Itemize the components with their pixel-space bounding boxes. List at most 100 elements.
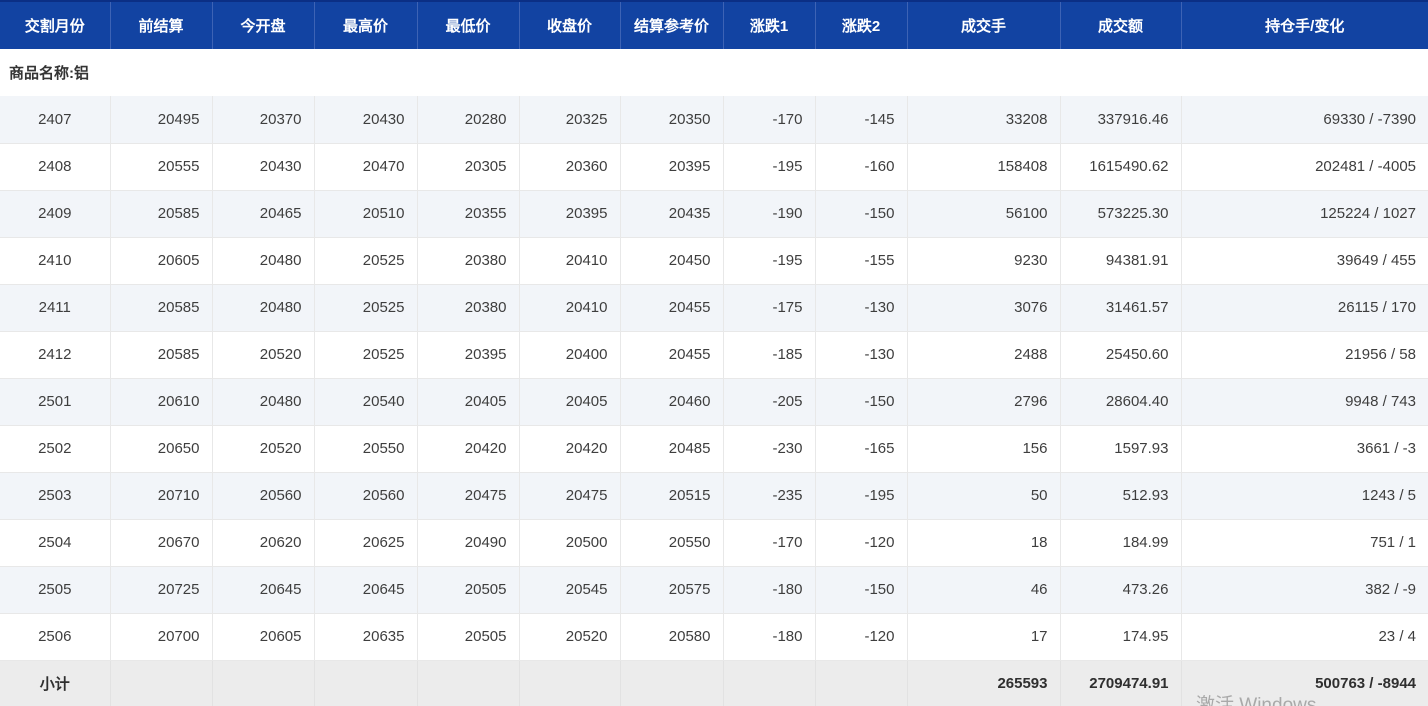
cell-oi_change: 21956 / 58 (1181, 331, 1428, 379)
table-row-2505[interactable]: 2505 20725 20645 20645 20505 20545 20575 -180 -1… (0, 566, 1428, 614)
cell-high: 20645 (314, 566, 418, 614)
header-row: 交割月份 前结算 今开盘 最高价 最低价 收盘价 结算参考价 涨跌1 涨跌2 成交手 成交额 持仓手/… (0, 0, 1428, 49)
cell-open: 20520 (212, 425, 315, 473)
cell-prev_settle: 20605 (110, 237, 213, 285)
cell-turnover: 94381.91 (1060, 237, 1182, 285)
cell-volume: 56100 (907, 190, 1061, 238)
cell-settle_ref: 20395 (620, 143, 724, 191)
cell-change1: -235 (723, 472, 816, 520)
cell-volume: 3076 (907, 284, 1061, 332)
table-row-2408[interactable]: 2408 20555 20430 20470 20305 20360 20395 -195 -1… (0, 143, 1428, 191)
cell-settle_ref: 20550 (620, 519, 724, 567)
cell-turnover: 31461.57 (1060, 284, 1182, 332)
table-row-2504[interactable]: 2504 20670 20620 20625 20490 20500 20550 -170 -1… (0, 519, 1428, 567)
cell-open: 20465 (212, 190, 315, 238)
cell-volume: 158408 (907, 143, 1061, 191)
table-row-2502[interactable]: 2502 20650 20520 20550 20420 20420 20485 -230 -1… (0, 425, 1428, 473)
table-row-2409[interactable]: 2409 20585 20465 20510 20355 20395 20435 -190 -1… (0, 190, 1428, 238)
column-header-close: 收盘价 (519, 0, 621, 49)
cell-oi_change: 23 / 4 (1181, 613, 1428, 661)
cell-change1: -180 (723, 613, 816, 661)
cell-oi_change: 202481 / -4005 (1181, 143, 1428, 191)
cell-open: 20620 (212, 519, 315, 567)
cell-high: 20635 (314, 613, 418, 661)
cell-close: 20395 (519, 190, 621, 238)
cell-high: 20510 (314, 190, 418, 238)
cell-close: 20500 (519, 519, 621, 567)
column-header-settle_ref: 结算参考价 (620, 0, 724, 49)
cell-low: 20505 (417, 613, 520, 661)
cell-high: 20430 (314, 96, 418, 144)
cell-high: 20560 (314, 472, 418, 520)
cell-prev_settle: 20585 (110, 284, 213, 332)
cell-prev_settle: 20555 (110, 143, 213, 191)
subtotal-empty-cell (620, 659, 724, 706)
cell-open: 20605 (212, 613, 315, 661)
table-footer: 小计 265593 2709474.91 500763 / -8944 (0, 659, 1428, 706)
column-header-change2: 涨跌2 (815, 0, 908, 49)
cell-high: 20525 (314, 331, 418, 379)
cell-turnover: 184.99 (1060, 519, 1182, 567)
cell-turnover: 174.95 (1060, 613, 1182, 661)
cell-volume: 46 (907, 566, 1061, 614)
cell-prev_settle: 20710 (110, 472, 213, 520)
cell-change2: -165 (815, 425, 908, 473)
subtotal-empty-cell (314, 659, 418, 706)
cell-close: 20420 (519, 425, 621, 473)
cell-month: 2407 (0, 96, 111, 144)
cell-settle_ref: 20460 (620, 378, 724, 426)
cell-volume: 50 (907, 472, 1061, 520)
table-row-2501[interactable]: 2501 20610 20480 20540 20405 20405 20460 -205 -1… (0, 378, 1428, 426)
cell-low: 20405 (417, 378, 520, 426)
subtotal-empty-cell (723, 659, 816, 706)
subtotal-empty-cell (815, 659, 908, 706)
cell-open: 20520 (212, 331, 315, 379)
cell-prev_settle: 20495 (110, 96, 213, 144)
cell-high: 20540 (314, 378, 418, 426)
cell-oi_change: 9948 / 743 (1181, 378, 1428, 426)
cell-change2: -155 (815, 237, 908, 285)
cell-oi_change: 26115 / 170 (1181, 284, 1428, 332)
cell-turnover: 1615490.62 (1060, 143, 1182, 191)
cell-change1: -170 (723, 96, 816, 144)
cell-close: 20325 (519, 96, 621, 144)
subtotal-label: 小计 (0, 659, 111, 706)
column-header-prev_settle: 前结算 (110, 0, 213, 49)
column-header-high: 最高价 (314, 0, 418, 49)
column-header-open: 今开盘 (212, 0, 315, 49)
cell-oi_change: 3661 / -3 (1181, 425, 1428, 473)
cell-change1: -185 (723, 331, 816, 379)
cell-high: 20525 (314, 284, 418, 332)
cell-high: 20550 (314, 425, 418, 473)
cell-change2: -145 (815, 96, 908, 144)
table-row-2503[interactable]: 2503 20710 20560 20560 20475 20475 20515 -235 -1… (0, 472, 1428, 520)
cell-change2: -195 (815, 472, 908, 520)
cell-turnover: 473.26 (1060, 566, 1182, 614)
cell-volume: 33208 (907, 96, 1061, 144)
cell-change1: -195 (723, 143, 816, 191)
cell-month: 2408 (0, 143, 111, 191)
cell-change2: -150 (815, 190, 908, 238)
table-row-2410[interactable]: 2410 20605 20480 20525 20380 20410 20450 -195 -1… (0, 237, 1428, 285)
cell-open: 20480 (212, 378, 315, 426)
cell-turnover: 28604.40 (1060, 378, 1182, 426)
column-header-month: 交割月份 (0, 0, 111, 49)
subtotal-empty-cell (519, 659, 621, 706)
table-body: 商品名称:铝 2407 20495 20370 20430 20280 20325 2035… (0, 49, 1428, 661)
cell-low: 20395 (417, 331, 520, 379)
column-header-change1: 涨跌1 (723, 0, 816, 49)
cell-turnover: 573225.30 (1060, 190, 1182, 238)
column-header-turnover: 成交额 (1060, 0, 1182, 49)
cell-high: 20525 (314, 237, 418, 285)
cell-close: 20475 (519, 472, 621, 520)
table-row-2411[interactable]: 2411 20585 20480 20525 20380 20410 20455 -175 -1… (0, 284, 1428, 332)
table-row-2407[interactable]: 2407 20495 20370 20430 20280 20325 20350 -170 -1… (0, 96, 1428, 144)
table-row-2506[interactable]: 2506 20700 20605 20635 20505 20520 20580 -180 -1… (0, 613, 1428, 661)
cell-turnover: 337916.46 (1060, 96, 1182, 144)
cell-month: 2412 (0, 331, 111, 379)
subtotal-volume: 265593 (907, 659, 1061, 706)
cell-low: 20305 (417, 143, 520, 191)
cell-change2: -130 (815, 331, 908, 379)
table-row-2412[interactable]: 2412 20585 20520 20525 20395 20400 20455 -185 -1… (0, 331, 1428, 379)
